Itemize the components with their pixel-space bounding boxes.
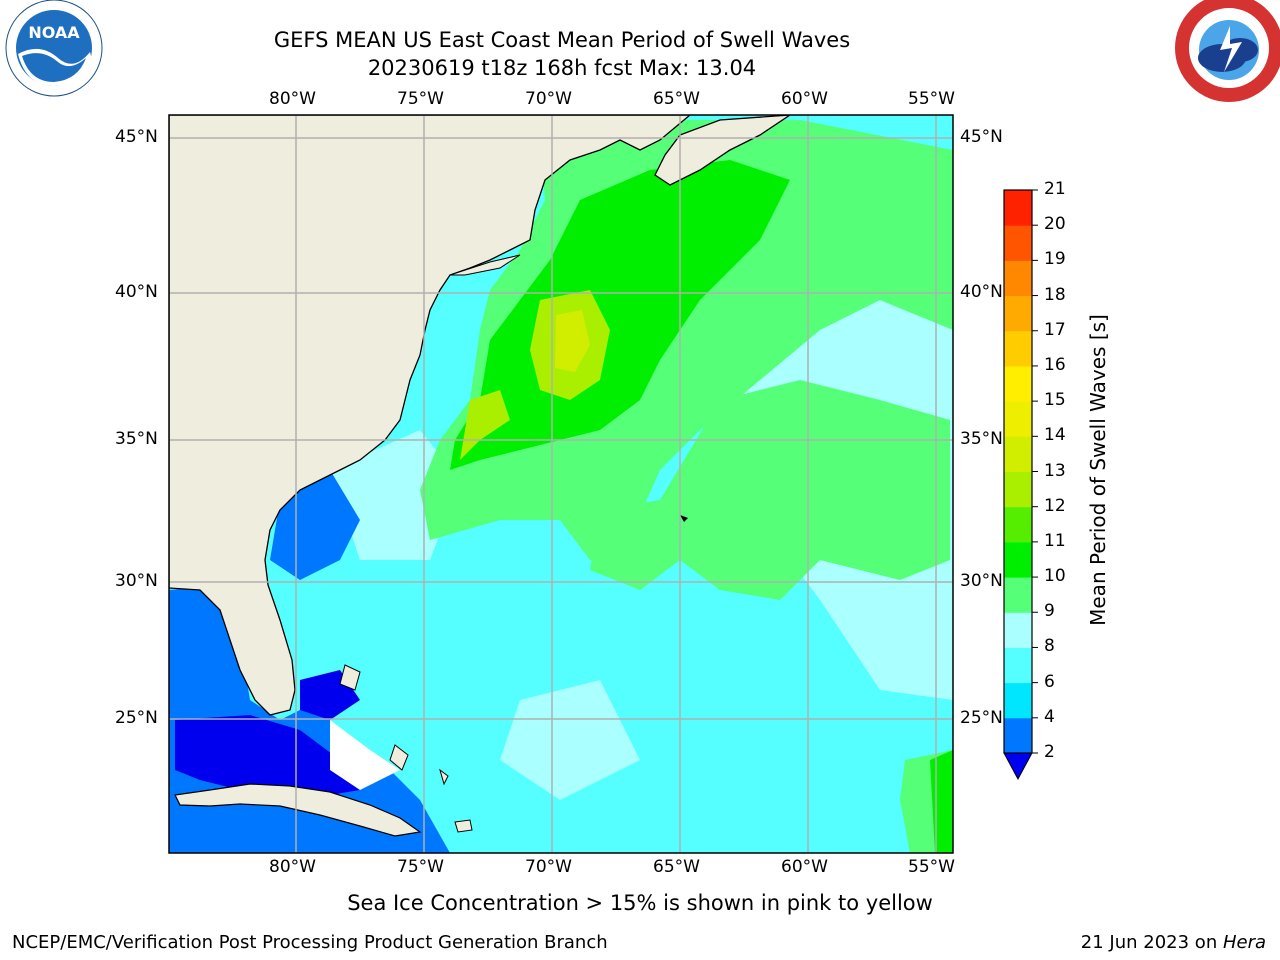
lat-label-left: 35°N xyxy=(115,429,158,449)
lat-label-left: 40°N xyxy=(115,282,158,302)
colorbar-segment xyxy=(1004,365,1032,402)
lon-label-top: 75°W xyxy=(397,89,444,109)
colorbar-segment xyxy=(1004,682,1032,719)
map-gridlines xyxy=(169,115,953,853)
lon-label-top: 80°W xyxy=(269,89,316,109)
colorbar-tick-label: 9 xyxy=(1044,601,1055,622)
lon-label-bottom: 75°W xyxy=(397,857,444,877)
lon-label-top: 60°W xyxy=(781,89,828,109)
colorbar-tick-label: 20 xyxy=(1044,214,1066,235)
lon-label-bottom: 80°W xyxy=(269,857,316,877)
colorbar xyxy=(1003,189,1038,781)
lat-label-right: 35°N xyxy=(960,429,1003,449)
lat-label-right: 30°N xyxy=(960,571,1003,591)
lat-label-left: 30°N xyxy=(115,571,158,591)
colorbar-segment xyxy=(1004,717,1032,754)
colorbar-under-arrow xyxy=(1003,752,1033,781)
map-area xyxy=(169,115,953,853)
colorbar-tick-label: 4 xyxy=(1044,706,1055,727)
lat-label-left: 45°N xyxy=(115,127,158,147)
map-frame xyxy=(168,114,954,854)
colorbar-segment xyxy=(1004,471,1032,508)
footer-date-text: 21 Jun 2023 on xyxy=(1080,932,1223,953)
lat-label-right: 40°N xyxy=(960,282,1003,302)
colorbar-tick-label: 10 xyxy=(1044,566,1066,587)
lon-label-top: 55°W xyxy=(908,89,955,109)
lon-label-bottom: 65°W xyxy=(653,857,700,877)
colorbar-label: Mean Period of Swell Waves [s] xyxy=(1086,314,1110,626)
colorbar-tick-label: 18 xyxy=(1044,284,1066,305)
colorbar-segment xyxy=(1004,330,1032,367)
sea-ice-caption: Sea Ice Concentration > 15% is shown in … xyxy=(347,891,933,915)
lon-label-top: 70°W xyxy=(525,89,572,109)
lon-label-bottom: 60°W xyxy=(781,857,828,877)
colorbar-tick-label: 16 xyxy=(1044,354,1066,375)
lat-label-right: 25°N xyxy=(960,708,1003,728)
colorbar-tick-label: 21 xyxy=(1044,179,1066,199)
colorbar-segment xyxy=(1004,401,1032,437)
colorbar-segment xyxy=(1004,260,1032,297)
noaa-logo-text: NOAA xyxy=(28,23,80,42)
footer-credit: NCEP/EMC/Verification Post Processing Pr… xyxy=(12,932,608,953)
colorbar-tick-label: 2 xyxy=(1044,742,1055,762)
colorbar-segment xyxy=(1004,506,1032,543)
colorbar-segment xyxy=(1004,436,1032,472)
lon-label-top: 65°W xyxy=(653,89,700,109)
colorbar-tick-label: 8 xyxy=(1044,636,1055,657)
colorbar-segment xyxy=(1004,541,1032,578)
colorbar-tick-label: 14 xyxy=(1044,425,1066,446)
lon-label-bottom: 70°W xyxy=(525,857,572,877)
colorbar-tick-label: 13 xyxy=(1044,460,1066,481)
lon-label-bottom: 55°W xyxy=(908,857,955,877)
colorbar-segment xyxy=(1004,295,1032,332)
chart-title: GEFS MEAN US East Coast Mean Period of S… xyxy=(273,28,851,52)
nws-logo xyxy=(1175,0,1280,102)
colorbar-tick-label: 15 xyxy=(1044,390,1066,411)
chart-subtitle: 20230619 t18z 168h fcst Max: 13.04 xyxy=(367,56,757,80)
lat-label-left: 25°N xyxy=(115,708,158,728)
lat-label-right: 45°N xyxy=(960,127,1003,147)
footer-date: 21 Jun 2023 on Hera xyxy=(1081,932,1266,953)
colorbar-segment xyxy=(1004,612,1032,648)
footer-host: Hera xyxy=(1222,932,1266,953)
colorbar-tick-label: 11 xyxy=(1044,530,1066,551)
noaa-logo: NOAA xyxy=(5,0,103,97)
colorbar-segment xyxy=(1004,225,1032,261)
colorbar-tick-label: 12 xyxy=(1044,495,1066,516)
colorbar-segment xyxy=(1004,190,1032,226)
colorbar-tick-label: 6 xyxy=(1044,671,1055,692)
colorbar-tick-label: 17 xyxy=(1044,319,1066,340)
colorbar-segment xyxy=(1004,577,1032,613)
colorbar-segment xyxy=(1004,647,1032,684)
colorbar-tick-label: 19 xyxy=(1044,249,1066,270)
